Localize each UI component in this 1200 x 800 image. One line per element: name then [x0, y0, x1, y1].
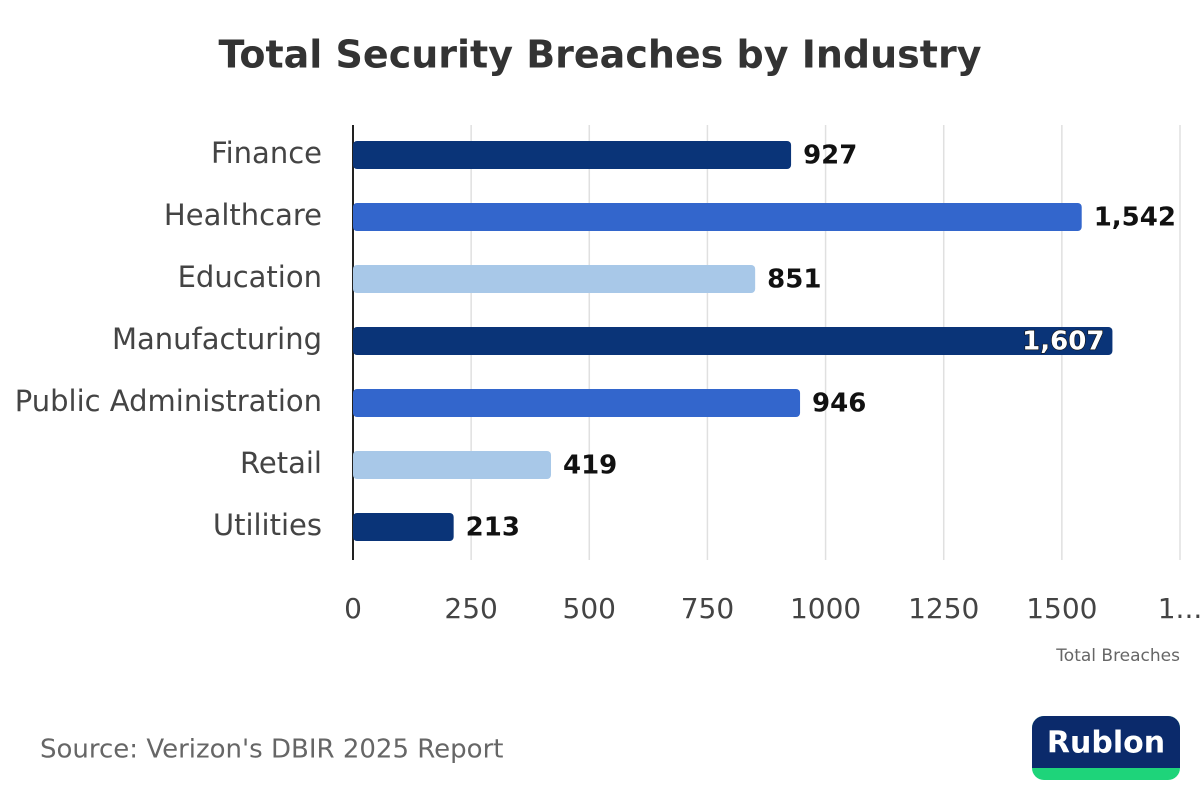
- x-tick-label: 500: [563, 592, 616, 625]
- x-tick-label: 750: [681, 592, 734, 625]
- y-tick-label: Manufacturing: [112, 322, 322, 356]
- bar: [353, 327, 1113, 355]
- y-tick-label: Education: [178, 260, 322, 294]
- value-label: 1,542: [1094, 203, 1176, 233]
- value-label: 1,607: [1022, 327, 1104, 357]
- bar: [353, 451, 552, 479]
- value-label: 946: [812, 389, 866, 419]
- x-tick-label: 1...: [1158, 592, 1200, 625]
- y-tick-label: Healthcare: [164, 198, 322, 232]
- bar: [353, 141, 792, 169]
- y-tick-label: Utilities: [213, 508, 322, 542]
- y-tick-label: Finance: [211, 136, 322, 170]
- value-label: 419: [563, 451, 617, 481]
- x-tick-label: 250: [444, 592, 497, 625]
- bar: [353, 513, 454, 541]
- y-tick-label: Public Administration: [15, 384, 322, 418]
- logo-text: Rublon: [1047, 726, 1165, 761]
- x-axis-label: Total Breaches: [1055, 646, 1180, 666]
- bar: [353, 203, 1082, 231]
- logo: Rublon: [1032, 716, 1180, 780]
- logo-body-fill: [1032, 750, 1180, 768]
- x-tick-label: 1500: [1026, 592, 1097, 625]
- value-label: 927: [803, 141, 857, 171]
- y-tick-label: Retail: [240, 446, 322, 480]
- x-tick-label: 0: [344, 592, 362, 625]
- source: Source: Verizon's DBIR 2025 Report: [40, 735, 503, 765]
- bar: [353, 389, 801, 417]
- chart-title: Total Security Breaches by Industry: [219, 33, 982, 77]
- x-tick-label: 1250: [908, 592, 979, 625]
- value-label: 851: [767, 265, 821, 295]
- x-tick-label: 1000: [790, 592, 861, 625]
- value-label: 213: [466, 513, 520, 543]
- bar: [353, 265, 756, 293]
